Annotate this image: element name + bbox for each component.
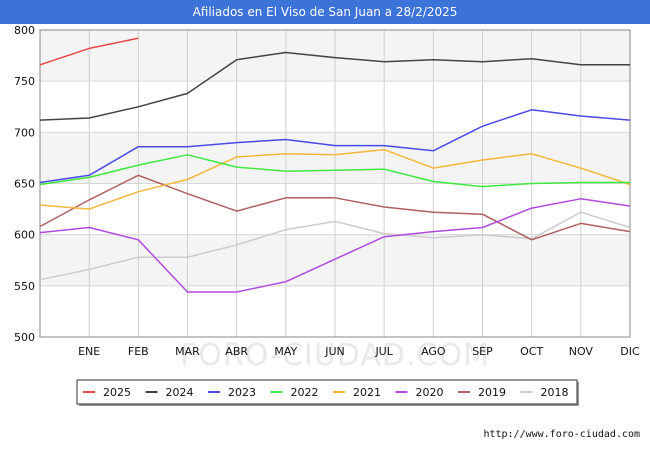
- series-line-2022: [39, 154, 630, 188]
- x-tick-label: JUN: [324, 345, 345, 358]
- y-tick-label: 650: [14, 178, 35, 191]
- x-tick-label: ENE: [78, 345, 100, 358]
- series-line-2018: [39, 211, 631, 281]
- x-tick-label: MAR: [175, 345, 200, 358]
- legend-label-2019: 2019: [478, 386, 506, 399]
- series-line-2019: [39, 174, 631, 241]
- series-line-2023: [39, 109, 631, 184]
- legend-label-2020: 2020: [416, 386, 444, 399]
- series-line-2021: [39, 148, 631, 210]
- series-line-2024: [39, 51, 630, 121]
- legend-label-2024: 2024: [166, 386, 194, 399]
- legend-box: [76, 379, 578, 405]
- legend-label-2021: 2021: [353, 386, 381, 399]
- y-tick-label: 600: [14, 229, 35, 242]
- plot-border: [39, 29, 631, 338]
- x-tick-label: FEB: [128, 345, 149, 358]
- x-tick-label: ABR: [225, 345, 248, 358]
- x-tick-label: JUL: [374, 345, 393, 358]
- x-tick-label: SEP: [472, 345, 493, 358]
- x-tick-label: NOV: [569, 345, 594, 358]
- x-tick-label: OCT: [520, 345, 543, 358]
- y-tick-label: 800: [14, 24, 35, 37]
- y-tick-label: 550: [14, 280, 35, 293]
- watermark-text: FORO-CIUDAD.COM: [180, 338, 490, 373]
- legend-label-2025: 2025: [103, 386, 131, 399]
- legend-label-2023: 2023: [228, 386, 256, 399]
- legend-label-2022: 2022: [291, 386, 319, 399]
- x-tick-label: DIC: [620, 345, 640, 358]
- chart-title: Afiliados en El Viso de San Juan a 28/2/…: [0, 0, 650, 24]
- source-credit[interactable]: http://www.foro-ciudad.com: [483, 429, 640, 440]
- legend-label-2018: 2018: [541, 386, 569, 399]
- series-line-2025: [39, 37, 139, 66]
- y-tick-label: 750: [14, 75, 35, 88]
- x-tick-label: MAY: [274, 345, 297, 358]
- y-tick-label: 700: [14, 126, 35, 139]
- x-tick-label: AGO: [421, 345, 446, 358]
- y-tick-label: 500: [14, 331, 35, 344]
- series-line-2020: [39, 198, 631, 293]
